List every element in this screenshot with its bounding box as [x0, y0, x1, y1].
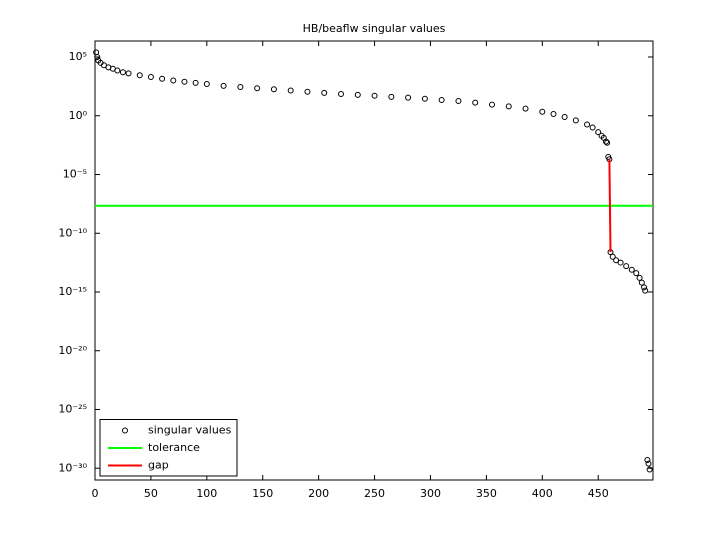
data-point: [522, 105, 529, 112]
x-tick-label: 50: [144, 487, 158, 500]
legend-marker: [122, 427, 128, 434]
data-point: [628, 266, 635, 273]
data-point: [147, 73, 154, 80]
data-point: [354, 91, 361, 98]
data-point: [321, 89, 328, 96]
data-point: [136, 72, 143, 79]
data-point: [617, 259, 624, 266]
x-tick-label: 250: [364, 487, 385, 500]
y-tick-label: 10⁻¹⁵: [58, 285, 87, 298]
data-point: [114, 67, 121, 74]
data-point: [203, 81, 210, 88]
x-tick-label: 350: [476, 487, 497, 500]
data-point: [595, 129, 602, 136]
legend-label: tolerance: [148, 441, 200, 454]
data-point: [438, 96, 445, 103]
y-tick-label: 10⁰: [69, 109, 88, 122]
data-point: [584, 121, 591, 128]
data-point: [609, 253, 616, 260]
x-tick-label: 450: [588, 487, 609, 500]
y-tick-label: 10⁵: [69, 50, 87, 63]
data-point: [604, 139, 611, 146]
x-tick-label: 300: [420, 487, 441, 500]
data-point: [645, 460, 652, 467]
data-point: [636, 274, 643, 281]
data-point: [237, 83, 244, 90]
data-point: [270, 86, 277, 93]
data-point: [613, 257, 620, 264]
x-tick-label: 400: [532, 487, 553, 500]
data-point: [170, 77, 177, 84]
y-tick-label: 10⁻¹⁰: [58, 226, 87, 239]
data-point: [472, 99, 479, 106]
plot-area: [94, 40, 654, 481]
data-point: [561, 113, 568, 120]
legend-label: gap: [148, 459, 169, 472]
y-tick-label: 10⁻²⁵: [58, 403, 87, 416]
data-point: [371, 92, 378, 99]
data-point: [638, 279, 645, 286]
x-tick-label: 0: [92, 487, 99, 500]
data-point: [633, 270, 640, 277]
gap-line: [608, 159, 612, 253]
data-point: [572, 117, 579, 124]
data-point: [505, 103, 512, 110]
data-point: [642, 287, 649, 294]
data-point: [125, 70, 132, 77]
data-point: [304, 88, 311, 95]
data-point: [589, 124, 596, 131]
chart-title: HB/beaflw singular values: [303, 22, 446, 35]
data-point: [641, 284, 648, 291]
data-point: [94, 54, 101, 61]
data-point: [119, 69, 126, 76]
data-point: [181, 78, 188, 85]
x-tick-label: 100: [196, 487, 217, 500]
data-point: [603, 138, 610, 145]
x-tick-label: 150: [252, 487, 273, 500]
data-point: [338, 90, 345, 97]
data-point: [254, 85, 261, 92]
data-point: [388, 93, 395, 100]
data-point: [421, 95, 428, 102]
data-point: [646, 466, 653, 473]
data-point: [405, 94, 412, 101]
data-point: [287, 87, 294, 94]
data-point: [623, 263, 630, 270]
y-tick-label: 10⁻²⁰: [58, 344, 87, 357]
y-tick-label: 10⁻³⁰: [58, 461, 87, 474]
data-point: [159, 75, 166, 82]
data-point: [550, 111, 557, 118]
data-point: [192, 79, 199, 86]
x-tick-label: 200: [308, 487, 329, 500]
data-point: [455, 98, 462, 105]
y-tick-label: 10⁻⁵: [63, 168, 87, 181]
legend-label: singular values: [148, 424, 232, 437]
data-point: [488, 101, 495, 108]
data-point: [220, 82, 227, 89]
data-point: [644, 457, 651, 464]
data-point: [539, 108, 546, 115]
